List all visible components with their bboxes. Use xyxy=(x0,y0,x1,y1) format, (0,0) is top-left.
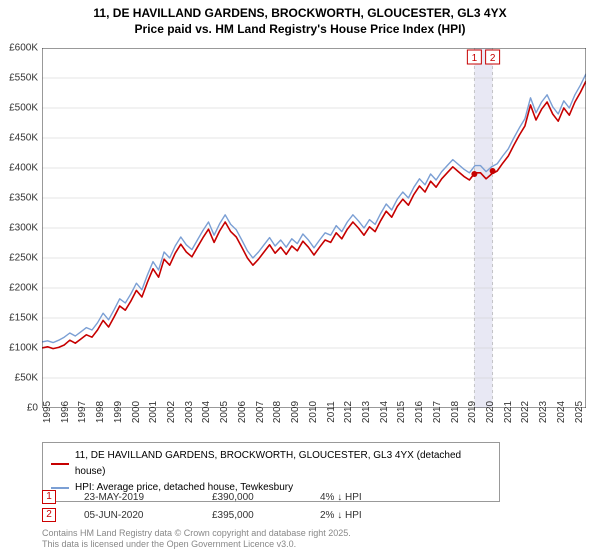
chart-plot-area: 12 xyxy=(42,48,586,408)
x-tick-label: 2020 xyxy=(485,401,496,423)
y-tick-label: £250K xyxy=(9,253,38,264)
x-tick-label: 2001 xyxy=(148,401,159,423)
legend-swatch-property xyxy=(51,463,69,466)
x-tick-label: 2023 xyxy=(538,401,549,423)
x-axis: 1995199619971998199920002001200220032004… xyxy=(42,408,586,438)
y-tick-label: £100K xyxy=(9,343,38,354)
y-tick-label: £0 xyxy=(27,403,38,414)
x-tick-label: 2009 xyxy=(290,401,301,423)
x-tick-label: 2005 xyxy=(219,401,230,423)
x-tick-label: 1997 xyxy=(77,401,88,423)
transaction-date: 05-JUN-2020 xyxy=(84,510,184,521)
x-tick-label: 2022 xyxy=(520,401,531,423)
y-axis: £0£50K£100K£150K£200K£250K£300K£350K£400… xyxy=(0,48,42,408)
y-tick-label: £50K xyxy=(15,373,38,384)
x-tick-label: 2015 xyxy=(396,401,407,423)
legend-label-property: 11, DE HAVILLAND GARDENS, BROCKWORTH, GL… xyxy=(75,448,491,480)
x-tick-label: 2004 xyxy=(201,401,212,423)
x-tick-label: 2018 xyxy=(450,401,461,423)
y-tick-label: £450K xyxy=(9,133,38,144)
title-line-1: 11, DE HAVILLAND GARDENS, BROCKWORTH, GL… xyxy=(0,6,600,22)
svg-text:1: 1 xyxy=(472,53,478,64)
transaction-price: £390,000 xyxy=(212,492,292,503)
x-tick-label: 2008 xyxy=(272,401,283,423)
transaction-date: 23-MAY-2019 xyxy=(84,492,184,503)
x-tick-label: 1996 xyxy=(60,401,71,423)
transaction-price: £395,000 xyxy=(212,510,292,521)
legend-swatch-hpi xyxy=(51,487,69,489)
y-tick-label: £350K xyxy=(9,193,38,204)
chart-container: 11, DE HAVILLAND GARDENS, BROCKWORTH, GL… xyxy=(0,0,600,560)
x-tick-label: 2006 xyxy=(237,401,248,423)
x-tick-label: 2024 xyxy=(556,401,567,423)
y-tick-label: £550K xyxy=(9,73,38,84)
y-tick-label: £600K xyxy=(9,43,38,54)
marker-badge: 2 xyxy=(42,508,56,522)
x-tick-label: 2013 xyxy=(361,401,372,423)
y-tick-label: £150K xyxy=(9,313,38,324)
transactions-table: 1 23-MAY-2019 £390,000 4% ↓ HPI 2 05-JUN… xyxy=(42,490,400,526)
credit-line-2: This data is licensed under the Open Gov… xyxy=(42,539,351,550)
x-tick-label: 2025 xyxy=(574,401,585,423)
credit-text: Contains HM Land Registry data © Crown c… xyxy=(42,528,351,551)
x-tick-label: 2021 xyxy=(503,401,514,423)
legend-row-property: 11, DE HAVILLAND GARDENS, BROCKWORTH, GL… xyxy=(51,448,491,480)
x-tick-label: 2000 xyxy=(131,401,142,423)
x-tick-label: 2011 xyxy=(326,401,337,423)
y-tick-label: £300K xyxy=(9,223,38,234)
chart-svg: 12 xyxy=(42,48,586,408)
x-tick-label: 1998 xyxy=(95,401,106,423)
table-row: 1 23-MAY-2019 £390,000 4% ↓ HPI xyxy=(42,490,400,504)
y-tick-label: £200K xyxy=(9,283,38,294)
transaction-diff: 2% ↓ HPI xyxy=(320,510,400,521)
x-tick-label: 2014 xyxy=(379,401,390,423)
marker-badge: 1 xyxy=(42,490,56,504)
x-tick-label: 2019 xyxy=(467,401,478,423)
x-tick-label: 2010 xyxy=(308,401,319,423)
chart-title: 11, DE HAVILLAND GARDENS, BROCKWORTH, GL… xyxy=(0,0,600,37)
table-row: 2 05-JUN-2020 £395,000 2% ↓ HPI xyxy=(42,508,400,522)
x-tick-label: 2016 xyxy=(414,401,425,423)
x-tick-label: 2002 xyxy=(166,401,177,423)
y-tick-label: £500K xyxy=(9,103,38,114)
x-tick-label: 2003 xyxy=(184,401,195,423)
x-tick-label: 1995 xyxy=(42,401,53,423)
y-tick-label: £400K xyxy=(9,163,38,174)
title-line-2: Price paid vs. HM Land Registry's House … xyxy=(0,22,600,38)
x-tick-label: 2007 xyxy=(255,401,266,423)
x-tick-label: 1999 xyxy=(113,401,124,423)
credit-line-1: Contains HM Land Registry data © Crown c… xyxy=(42,528,351,539)
transaction-diff: 4% ↓ HPI xyxy=(320,492,400,503)
svg-text:2: 2 xyxy=(490,53,496,64)
x-tick-label: 2017 xyxy=(432,401,443,423)
x-tick-label: 2012 xyxy=(343,401,354,423)
